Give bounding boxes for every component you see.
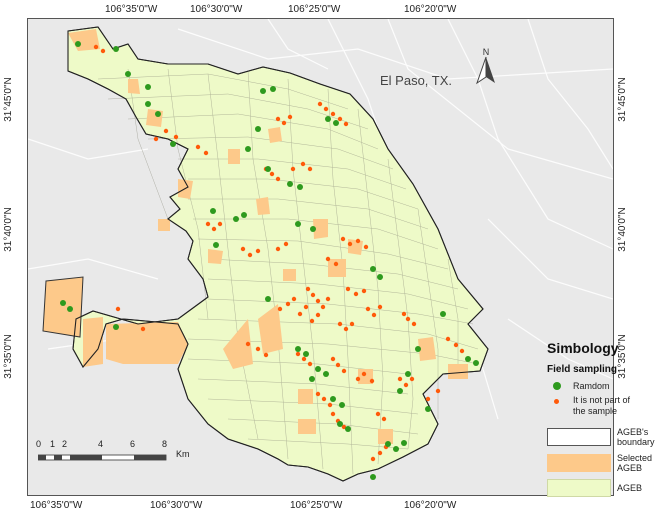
legend-random-label: Ramdom bbox=[573, 381, 610, 391]
not-sample-dot-icon bbox=[554, 399, 559, 404]
random-points bbox=[60, 41, 479, 480]
selected-ageb-patches bbox=[68, 29, 468, 444]
coord-top-2: 106°30'0"W bbox=[190, 4, 243, 15]
legend-not-sample-label: It is not part of the sample bbox=[573, 395, 631, 416]
coord-bottom-3: 106°25'0"W bbox=[290, 500, 343, 511]
coord-left-2: 31°40'0"N bbox=[2, 207, 14, 252]
legend-subtitle: Field sampling bbox=[547, 364, 618, 375]
scale-tick-label: 8 bbox=[162, 439, 168, 449]
coord-right-1: 31°45'0"N bbox=[616, 77, 628, 122]
scale-tick-label: 2 bbox=[62, 439, 68, 449]
scale-tick-label: 6 bbox=[130, 439, 136, 449]
coord-top-4: 106°20'0"W bbox=[404, 4, 457, 15]
scale-tick-label: 1 bbox=[50, 439, 56, 449]
scale-bar-graphic bbox=[38, 454, 167, 461]
legend-boundary: AGEB's boundary bbox=[547, 427, 668, 447]
coord-bottom-4: 106°20'0"W bbox=[404, 500, 457, 511]
ageb-west-polygon bbox=[42, 276, 84, 338]
scale-tick-label: 4 bbox=[98, 439, 104, 449]
scale-unit: Km bbox=[176, 449, 190, 459]
legend-boundary-label: AGEB's boundary bbox=[617, 427, 655, 447]
ageb-area bbox=[67, 26, 489, 482]
legend-ageb: AGEB bbox=[547, 479, 668, 497]
city-label: El Paso, TX. bbox=[380, 73, 453, 88]
map-frame[interactable]: El Paso, TX. N 0 1 2 4 6 8 Km bbox=[27, 18, 614, 496]
coord-left-1: 31°45'0"N bbox=[2, 77, 14, 122]
scale-bar: 0 1 2 4 6 8 Km bbox=[36, 439, 236, 479]
coord-bottom-2: 106°30'0"W bbox=[150, 500, 203, 511]
north-arrow-icon: N bbox=[476, 47, 495, 85]
coord-top-3: 106°25'0"W bbox=[288, 4, 341, 15]
boundary-swatch bbox=[547, 428, 611, 446]
ageb-boundary bbox=[67, 26, 489, 482]
legend: Simbology Field sampling Ramdom It is no… bbox=[547, 340, 668, 503]
legend-ageb-label: AGEB bbox=[617, 483, 643, 493]
coord-left-3: 31°35'0"N bbox=[2, 334, 14, 379]
scale-tick-label: 0 bbox=[36, 439, 42, 449]
coord-bottom-1: 106°35'0"W bbox=[30, 500, 83, 511]
legend-random: Ramdom bbox=[547, 381, 668, 391]
legend-selected: Selected AGEB bbox=[547, 453, 668, 473]
coord-right-2: 31°40'0"N bbox=[616, 207, 628, 252]
legend-title: Simbology bbox=[547, 340, 619, 356]
map-canvas bbox=[28, 19, 613, 482]
selected-swatch bbox=[547, 454, 611, 472]
ageb-swatch bbox=[547, 479, 611, 497]
legend-selected-label: Selected AGEB bbox=[617, 453, 653, 473]
not-sample-points bbox=[93, 44, 465, 462]
legend-not-sample: It is not part of the sample bbox=[547, 395, 668, 417]
svg-text:N: N bbox=[483, 47, 490, 57]
random-dot-icon bbox=[553, 382, 561, 390]
coord-top-1: 106°35'0"W bbox=[105, 4, 158, 15]
background-roads bbox=[28, 19, 613, 420]
